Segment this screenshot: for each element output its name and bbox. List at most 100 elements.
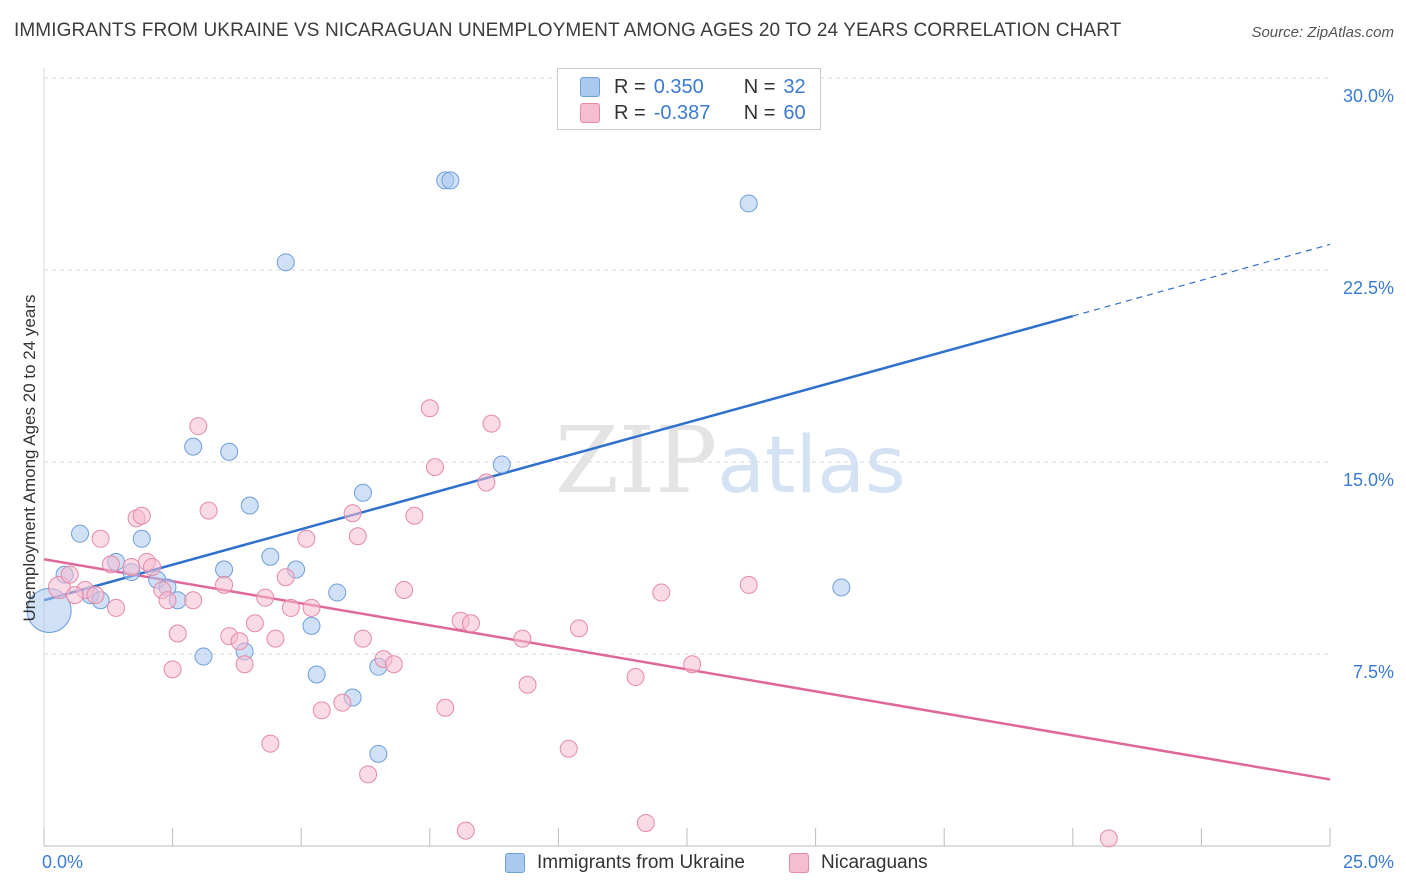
ukraine-point xyxy=(369,744,388,763)
nicaraguans-point xyxy=(477,473,496,492)
x-tick-label-min: 0.0% xyxy=(42,852,84,872)
nicaraguans-point xyxy=(461,614,480,633)
ukraine-point xyxy=(739,194,758,213)
legend-row-ukraine: R = 0.350 N = 32 xyxy=(580,75,806,99)
nicaraguans-point xyxy=(65,586,84,605)
nicaraguans-point xyxy=(158,591,177,610)
nicaraguans-point xyxy=(189,417,208,436)
x-tick-label-max: 25.0% xyxy=(1342,852,1394,872)
ukraine-point xyxy=(307,665,326,684)
nicaraguans-point xyxy=(312,701,331,720)
y-tick-label: 7.5% xyxy=(1352,662,1394,682)
ukraine-point xyxy=(261,547,280,566)
legend-r-label: R = xyxy=(614,101,646,124)
nicaraguans-point xyxy=(184,591,203,610)
nicaraguans-point xyxy=(281,598,300,617)
ukraine-point xyxy=(276,253,295,272)
nicaraguans-point xyxy=(384,655,403,674)
chart-title: IMMIGRANTS FROM UKRAINE VS NICARAGUAN UN… xyxy=(14,20,1122,41)
nicaraguans-point xyxy=(168,624,187,643)
nicaraguans-point xyxy=(276,568,295,587)
nicaraguans-point xyxy=(420,399,439,418)
nicaraguans-point xyxy=(86,586,105,605)
legend-n-label: N = xyxy=(743,101,776,124)
nicaraguans-point xyxy=(513,629,532,648)
ukraine-point xyxy=(71,524,90,543)
legend-row-nicaraguans: R = -0.387 N = 60 xyxy=(580,101,806,125)
ukraine-trendline-extension xyxy=(1072,243,1331,317)
ukraine-point xyxy=(132,529,151,548)
ukraine-point xyxy=(215,560,234,579)
ukraine-point xyxy=(353,483,372,502)
legend-swatch-pink xyxy=(580,103,600,123)
ukraine-point xyxy=(220,442,239,461)
correlation-legend: R = 0.350 N = 32 R = -0.387 N = 60 xyxy=(557,68,821,130)
legend-n-label: N = xyxy=(743,75,776,98)
nicaraguans-point xyxy=(261,734,280,753)
legend-swatch-blue xyxy=(505,853,525,873)
nicaraguans-point xyxy=(456,821,475,840)
nicaraguans-point xyxy=(163,660,182,679)
nicaraguans-point xyxy=(107,598,126,617)
ukraine-point xyxy=(184,437,203,456)
nicaraguans-point xyxy=(60,565,79,584)
watermark: ZIPatlas xyxy=(555,407,906,514)
nicaraguans-point xyxy=(101,555,120,574)
nicaraguans-point xyxy=(256,588,275,607)
nicaraguans-point xyxy=(333,693,352,712)
y-tick-label: 22.5% xyxy=(1342,278,1394,298)
nicaraguans-point xyxy=(359,765,378,784)
nicaraguans-point xyxy=(482,414,501,433)
nicaraguans-point xyxy=(559,739,578,758)
nicaraguans-point xyxy=(353,629,372,648)
nicaraguans-point xyxy=(245,614,264,633)
legend-item-nicaraguans[interactable]: Nicaraguans xyxy=(789,852,928,874)
nicaraguans-point xyxy=(1099,829,1118,848)
nicaraguans-point xyxy=(122,557,141,576)
nicaraguans-point xyxy=(518,675,537,694)
nicaraguans-point xyxy=(739,575,758,594)
series-legend: Immigrants from Ukraine Nicaraguans xyxy=(0,852,1406,878)
nicaraguans-point xyxy=(199,501,218,520)
nicaraguans-point xyxy=(425,458,444,477)
nicaraguans-point xyxy=(302,598,321,617)
nicaraguans-point xyxy=(636,813,655,832)
ukraine-point xyxy=(302,616,321,635)
y-axis-label: Unemployment Among Ages 20 to 24 years xyxy=(20,294,39,622)
ukraine-point xyxy=(441,171,460,190)
source-label: Source: ZipAtlas.com xyxy=(1251,24,1394,41)
legend-item-label: Nicaraguans xyxy=(821,852,928,873)
nicaraguans-point xyxy=(297,529,316,548)
ukraine-point xyxy=(832,578,851,597)
legend-r-value: 0.350 xyxy=(653,75,704,98)
nicaraguans-point xyxy=(215,575,234,594)
nicaraguans-point xyxy=(683,655,702,674)
legend-swatch-blue xyxy=(580,77,600,97)
nicaraguans-point xyxy=(230,632,249,651)
legend-n-value: 32 xyxy=(783,75,806,98)
legend-r-value: -0.387 xyxy=(653,101,711,124)
ukraine-point xyxy=(492,455,511,474)
nicaraguans-point xyxy=(266,629,285,648)
nicaraguans-point xyxy=(436,698,455,717)
y-tick-label: 15.0% xyxy=(1342,470,1394,490)
ukraine-point xyxy=(194,647,213,666)
legend-swatch-pink xyxy=(789,853,809,873)
nicaraguans-point xyxy=(652,583,671,602)
nicaraguans-point xyxy=(132,506,151,525)
ukraine-point xyxy=(240,496,259,515)
legend-r-label: R = xyxy=(614,75,646,98)
watermark-zip: ZIP xyxy=(555,407,717,514)
legend-item-ukraine[interactable]: Immigrants from Ukraine xyxy=(505,852,745,874)
nicaraguans-point xyxy=(343,504,362,523)
nicaraguans-point xyxy=(91,529,110,548)
watermark-atlas: atlas xyxy=(717,421,906,511)
ukraine-trendline xyxy=(43,314,1074,602)
nicaraguans-point xyxy=(405,506,424,525)
points-layer xyxy=(26,171,1118,848)
nicaraguans-point xyxy=(395,581,414,599)
ukraine-point xyxy=(328,583,347,602)
legend-item-label: Immigrants from Ukraine xyxy=(537,852,745,873)
nicaraguans-point xyxy=(348,527,367,546)
